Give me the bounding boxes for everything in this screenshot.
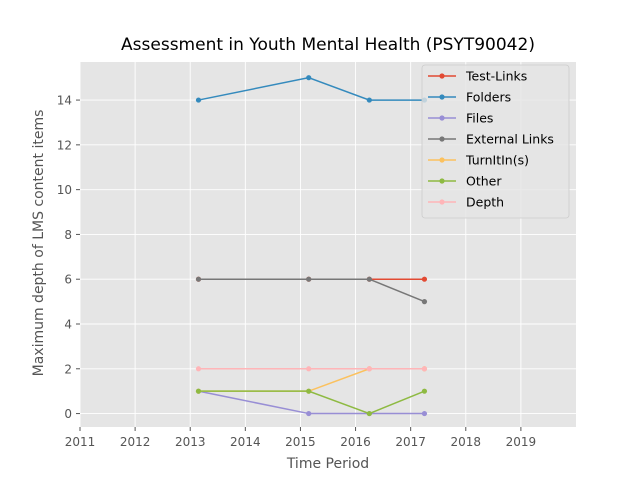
x-tick-label: 2018 [451, 435, 482, 449]
series-line [198, 76, 425, 101]
data-point [421, 276, 428, 282]
legend-swatch-marker [439, 157, 445, 163]
legend-label: Files [466, 111, 493, 126]
data-point [366, 276, 372, 282]
x-axis-label: Time Period [286, 456, 369, 472]
y-tick-label: 0 [64, 407, 72, 421]
y-tick-label: 2 [64, 362, 72, 376]
series-line [198, 278, 425, 303]
x-tick-label: 2015 [285, 435, 316, 449]
legend-item: TurnItIn(s) [428, 153, 529, 168]
series-line [198, 390, 425, 415]
data-point [195, 97, 202, 103]
legend-label: External Links [466, 132, 554, 147]
legend-swatch-marker [439, 94, 445, 100]
legend-label: Folders [466, 90, 511, 105]
series-external-links [195, 276, 428, 305]
data-point [366, 410, 372, 417]
data-point [306, 366, 312, 372]
series-other [195, 388, 428, 417]
data-point [195, 276, 202, 282]
x-tick-label: 2014 [230, 435, 261, 449]
x-tick-label: 2019 [506, 435, 537, 449]
data-point [421, 366, 428, 372]
legend-label: Depth [466, 195, 504, 210]
legend-label: TurnItIn(s) [465, 153, 529, 168]
data-point [421, 410, 428, 417]
y-tick-label: 12 [57, 138, 72, 152]
x-tick-label: 2012 [120, 435, 151, 449]
data-point [421, 388, 428, 394]
legend-item: Test-Links [428, 69, 527, 84]
data-point [306, 276, 312, 282]
y-tick-label: 14 [57, 94, 72, 108]
legend-swatch-marker [439, 115, 445, 121]
legend-swatch-marker [439, 136, 445, 142]
x-tick-label: 2016 [340, 435, 371, 449]
legend-item: Files [428, 111, 493, 126]
legend-item: Folders [428, 90, 511, 105]
data-point [306, 410, 312, 417]
legend-item: Other [428, 174, 502, 189]
y-tick-label: 10 [57, 183, 72, 197]
y-tick-label: 6 [64, 273, 72, 287]
legend-swatch-marker [439, 73, 445, 79]
data-point [306, 75, 312, 81]
chart-title: Assessment in Youth Mental Health (PSYT9… [121, 35, 535, 55]
data-point [366, 366, 372, 372]
y-axis-label: Maximum depth of LMS content items [31, 110, 47, 377]
legend-label: Other [466, 174, 502, 189]
legend-label: Test-Links [465, 69, 527, 84]
y-tick-label: 8 [64, 228, 72, 242]
legend-swatch-marker [439, 178, 445, 184]
series-depth [195, 366, 428, 372]
series-line [198, 390, 425, 415]
data-point [366, 97, 372, 103]
x-tick-label: 2017 [395, 435, 426, 449]
data-point [421, 299, 428, 305]
data-point [195, 366, 202, 372]
data-point [306, 388, 312, 394]
legend-item: Depth [428, 195, 504, 210]
data-point [195, 388, 202, 394]
x-tick-label: 2013 [175, 435, 206, 449]
legend-swatch-marker [439, 199, 445, 205]
legend-box [421, 64, 570, 219]
y-tick-label: 4 [64, 317, 72, 331]
chart-legend: Test-Links Folders Files External Links Turn… [421, 64, 570, 219]
legend-item: External Links [428, 132, 554, 147]
x-tick-label: 2011 [65, 435, 96, 449]
